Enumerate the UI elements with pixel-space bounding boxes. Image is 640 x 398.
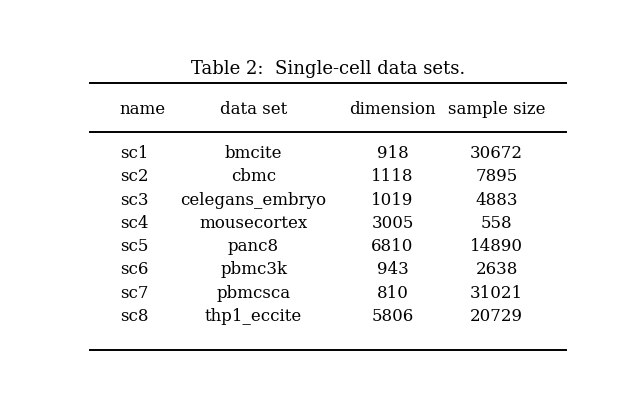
- Text: 1118: 1118: [371, 168, 413, 185]
- Text: mousecortex: mousecortex: [200, 215, 308, 232]
- Text: sample size: sample size: [448, 101, 545, 117]
- Text: Table 2:  Single-cell data sets.: Table 2: Single-cell data sets.: [191, 60, 465, 78]
- Text: sc3: sc3: [120, 191, 148, 209]
- Text: thp1_eccite: thp1_eccite: [205, 308, 302, 325]
- Text: celegans_embryo: celegans_embryo: [180, 191, 326, 209]
- Text: dimension: dimension: [349, 101, 436, 117]
- Text: cbmc: cbmc: [231, 168, 276, 185]
- Text: sc6: sc6: [120, 261, 148, 279]
- Text: sc8: sc8: [120, 308, 148, 325]
- Text: 7895: 7895: [476, 168, 518, 185]
- Text: 810: 810: [376, 285, 408, 302]
- Text: 3005: 3005: [371, 215, 413, 232]
- Text: 6810: 6810: [371, 238, 413, 255]
- Text: 5806: 5806: [371, 308, 413, 325]
- Text: 2638: 2638: [476, 261, 518, 279]
- Text: 1019: 1019: [371, 191, 413, 209]
- Text: bmcite: bmcite: [225, 145, 282, 162]
- Text: 4883: 4883: [476, 191, 518, 209]
- Text: 20729: 20729: [470, 308, 523, 325]
- Text: sc5: sc5: [120, 238, 148, 255]
- Text: sc1: sc1: [120, 145, 148, 162]
- Text: name: name: [120, 101, 166, 117]
- Text: 14890: 14890: [470, 238, 523, 255]
- Text: pbmc3k: pbmc3k: [220, 261, 287, 279]
- Text: 558: 558: [481, 215, 513, 232]
- Text: 31021: 31021: [470, 285, 524, 302]
- Text: pbmcsca: pbmcsca: [216, 285, 291, 302]
- Text: 943: 943: [376, 261, 408, 279]
- Text: sc7: sc7: [120, 285, 148, 302]
- Text: panc8: panc8: [228, 238, 279, 255]
- Text: sc2: sc2: [120, 168, 148, 185]
- Text: 30672: 30672: [470, 145, 523, 162]
- Text: data set: data set: [220, 101, 287, 117]
- Text: 918: 918: [376, 145, 408, 162]
- Text: sc4: sc4: [120, 215, 148, 232]
